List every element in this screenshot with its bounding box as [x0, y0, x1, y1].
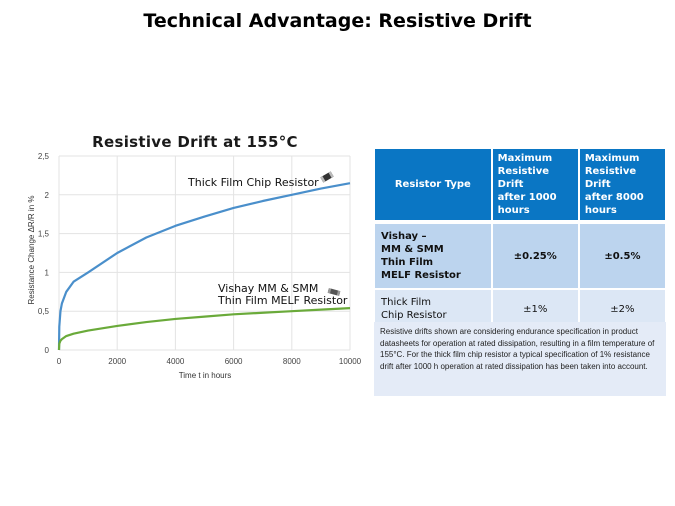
y-tick-label: 1,5: [38, 230, 50, 239]
x-tick-label: 0: [57, 357, 62, 366]
annotation-melf-line2: Thin Film MELF Resistor: [217, 294, 348, 307]
x-tick-label: 4000: [167, 357, 185, 366]
footnote-text: Resistive drifts shown are considering e…: [374, 322, 666, 396]
cell-drift-1000: ±1%: [492, 290, 578, 328]
cell-resistor-name: Thick Film Chip Resistor: [375, 290, 491, 328]
chip-resistor-icon: [320, 171, 334, 183]
x-axis-label: Time t in hours: [179, 371, 232, 380]
cell-drift-8000: ±2%: [579, 290, 665, 328]
resistor-drift-table: Resistor Type Maximum Resistive Drift afte…: [373, 149, 667, 328]
series-lines: [57, 182, 351, 351]
y-tick-label: 2: [45, 191, 50, 200]
chart-title: Resistive Drift at 155°C: [92, 133, 298, 151]
y-tick-label: 0: [45, 346, 50, 355]
x-tick-label: 8000: [283, 357, 301, 366]
x-tick-label: 6000: [225, 357, 243, 366]
header-resistor-type: Resistor Type: [375, 149, 491, 224]
header-drift-8000: Maximum Resistive Drift after 8000 hours: [579, 149, 665, 224]
cell-drift-1000: ±0.25%: [492, 224, 578, 290]
y-tick-label: 1: [45, 268, 50, 277]
annotation-melf-line1: Vishay MM & SMM: [218, 282, 318, 295]
y-tick-labels: 0 0,5 1 1,5 2 2,5: [38, 152, 50, 355]
series-line-thin-film-melf: [57, 307, 351, 351]
table-row: Thick Film Chip Resistor ±1% ±2%: [375, 290, 665, 328]
cell-drift-8000: ±0.5%: [579, 224, 665, 290]
cell-resistor-name: Vishay – MM & SMM Thin Film MELF Resistor: [375, 224, 491, 290]
x-tick-labels: 0 2000 4000 6000 8000 10000: [57, 357, 362, 366]
table-row: Vishay – MM & SMM Thin Film MELF Resistor ±…: [375, 224, 665, 290]
y-tick-label: 0,5: [38, 307, 50, 316]
y-axis-label: Resistance Change ΔR/R in %: [27, 196, 36, 305]
y-tick-label: 2,5: [38, 152, 50, 161]
slide-title: Technical Advantage: Resistive Drift: [143, 10, 532, 32]
table-header-row: Resistor Type Maximum Resistive Drift afte…: [375, 149, 665, 224]
series-line-thick-film: [57, 182, 351, 351]
x-tick-label: 10000: [339, 357, 362, 366]
x-tick-label: 2000: [108, 357, 126, 366]
resistive-drift-chart: 0 0,5 1 1,5 2 2,5 0 2000 4000 6000 8000 10000 Resi…: [27, 152, 362, 380]
header-drift-1000: Maximum Resistive Drift after 1000 hours: [492, 149, 578, 224]
annotation-thick-film: Thick Film Chip Resistor: [187, 176, 319, 189]
